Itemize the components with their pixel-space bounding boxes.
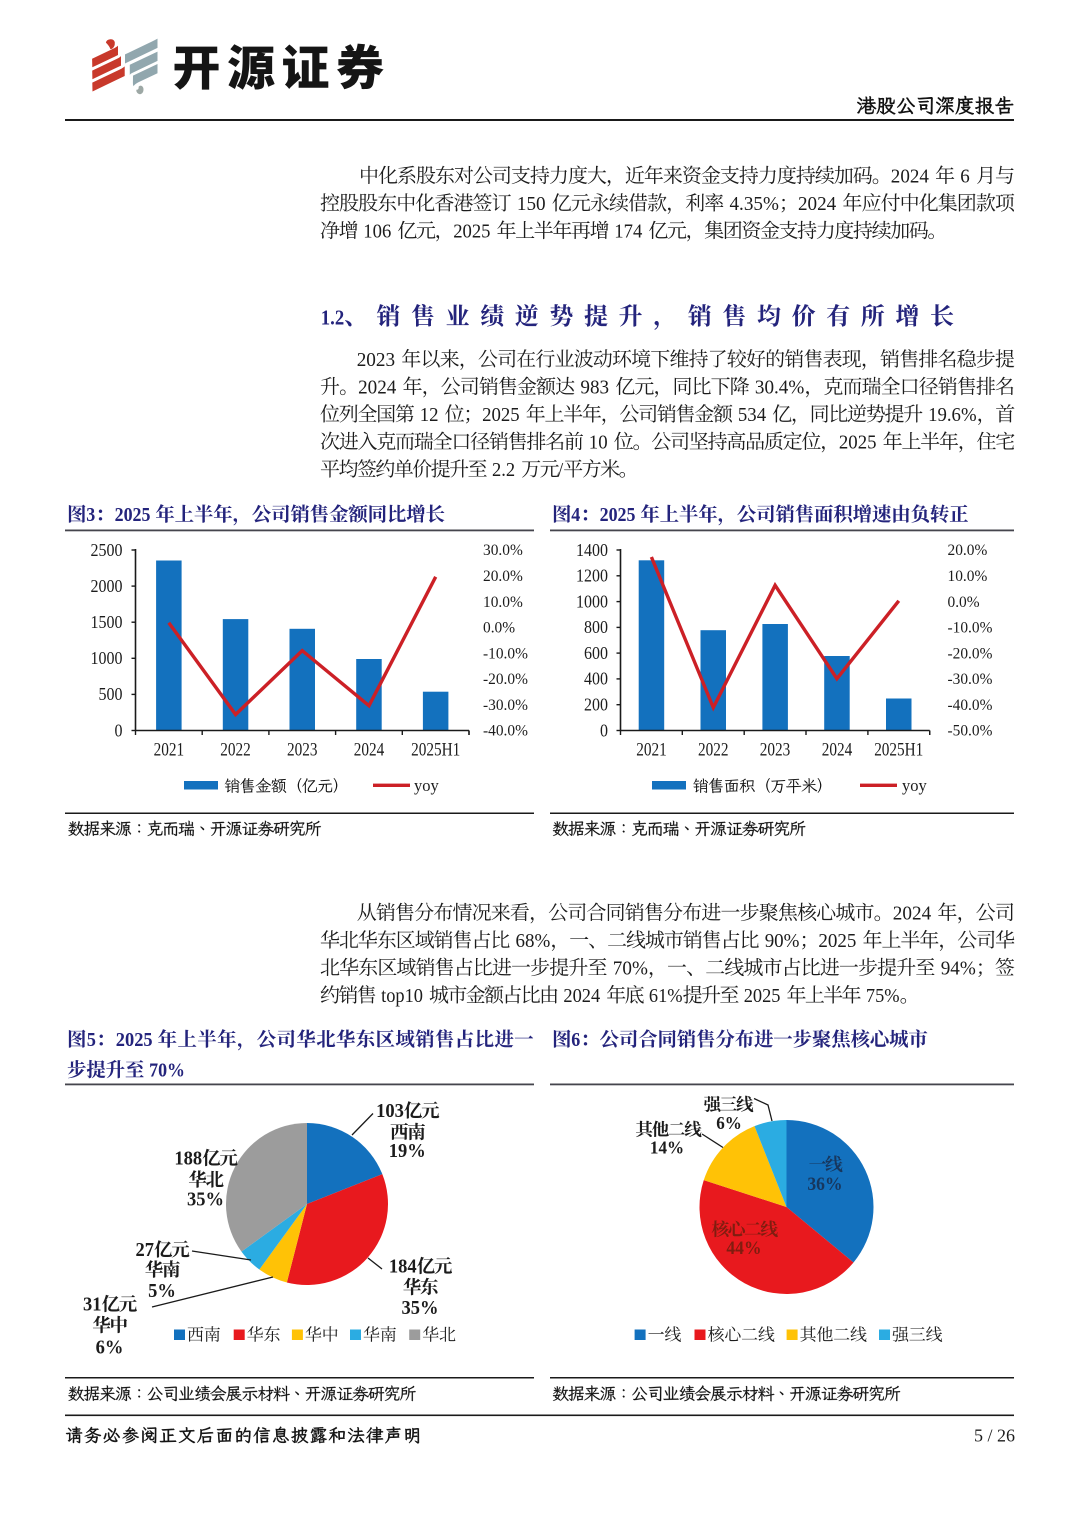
svg-text:2024: 2024 xyxy=(893,903,931,925)
svg-text:-50.0%: -50.0% xyxy=(948,723,993,740)
svg-text:983: 983 xyxy=(580,377,609,399)
svg-text:400: 400 xyxy=(584,669,608,689)
svg-text:2025H1: 2025H1 xyxy=(411,740,460,761)
svg-text:/: / xyxy=(988,1426,993,1446)
svg-text:20.0%: 20.0% xyxy=(483,568,523,585)
svg-text:2023: 2023 xyxy=(760,740,791,761)
svg-text:500: 500 xyxy=(99,684,123,704)
svg-text:106: 106 xyxy=(363,221,391,243)
svg-text:150: 150 xyxy=(517,193,546,215)
svg-text:-20.0%: -20.0% xyxy=(948,645,993,662)
svg-text:0.0%: 0.0% xyxy=(948,594,980,611)
svg-text:35%: 35% xyxy=(402,1298,439,1319)
svg-text:2024: 2024 xyxy=(891,166,929,188)
svg-text:2500: 2500 xyxy=(91,540,123,560)
svg-text:-20.0%: -20.0% xyxy=(483,671,528,688)
svg-text:6%: 6% xyxy=(96,1338,124,1359)
svg-text:/: / xyxy=(558,459,564,481)
svg-text:44%: 44% xyxy=(726,1239,761,1259)
svg-text:-30.0%: -30.0% xyxy=(948,671,993,688)
svg-text:1000: 1000 xyxy=(91,648,123,668)
svg-text:14%: 14% xyxy=(650,1138,684,1158)
svg-text:0.0%: 0.0% xyxy=(483,620,515,637)
svg-text:2023: 2023 xyxy=(357,349,395,371)
svg-text:2021: 2021 xyxy=(636,740,667,761)
svg-text:-10.0%: -10.0% xyxy=(948,620,993,637)
svg-text:94%: 94% xyxy=(941,958,976,980)
svg-text:2024: 2024 xyxy=(563,985,600,1007)
svg-text:36%: 36% xyxy=(807,1175,842,1195)
svg-text:1400: 1400 xyxy=(576,540,608,560)
svg-text:1.2: 1.2 xyxy=(321,306,344,330)
svg-text:2025: 2025 xyxy=(839,432,877,454)
svg-text:800: 800 xyxy=(584,617,608,637)
svg-text:2025: 2025 xyxy=(116,1030,153,1051)
svg-text:-40.0%: -40.0% xyxy=(948,697,993,714)
svg-text:2022: 2022 xyxy=(698,740,729,761)
svg-text:75%: 75% xyxy=(866,985,900,1007)
svg-text:35%: 35% xyxy=(187,1190,224,1211)
svg-text:19.6%: 19.6% xyxy=(928,404,977,426)
svg-text:-30.0%: -30.0% xyxy=(483,697,528,714)
svg-text:2025: 2025 xyxy=(115,505,151,526)
svg-text:19%: 19% xyxy=(389,1141,426,1162)
svg-text:2025: 2025 xyxy=(744,985,781,1007)
svg-text:174: 174 xyxy=(614,221,642,243)
svg-text:3: 3 xyxy=(86,505,95,526)
svg-text:0: 0 xyxy=(600,720,608,740)
svg-text:2024: 2024 xyxy=(358,377,396,399)
svg-text:30.4%: 30.4% xyxy=(755,377,804,399)
svg-text:184: 184 xyxy=(389,1257,417,1278)
svg-text:2025: 2025 xyxy=(482,404,520,426)
svg-text:188: 188 xyxy=(174,1149,202,1170)
svg-text:6: 6 xyxy=(571,1030,580,1051)
svg-text:70%: 70% xyxy=(149,1061,185,1082)
svg-text:1000: 1000 xyxy=(576,591,608,611)
svg-text:27: 27 xyxy=(136,1240,155,1261)
svg-text:12: 12 xyxy=(420,404,439,426)
svg-text:2025: 2025 xyxy=(600,505,636,526)
svg-text:2000: 2000 xyxy=(91,576,123,596)
svg-text:10.0%: 10.0% xyxy=(483,594,523,611)
svg-text:-40.0%: -40.0% xyxy=(483,723,528,740)
svg-text:2021: 2021 xyxy=(154,740,185,761)
svg-text:2025: 2025 xyxy=(818,930,856,952)
svg-text:103: 103 xyxy=(376,1101,404,1122)
svg-text:30.0%: 30.0% xyxy=(483,542,523,559)
svg-text:0: 0 xyxy=(115,720,123,740)
svg-text:5%: 5% xyxy=(148,1281,176,1302)
svg-text:68%: 68% xyxy=(516,930,551,952)
svg-text:yoy: yoy xyxy=(902,776,928,795)
svg-text:1200: 1200 xyxy=(576,566,608,586)
svg-text:2023: 2023 xyxy=(287,740,318,761)
svg-text:90%: 90% xyxy=(765,930,800,952)
svg-text:1500: 1500 xyxy=(91,612,123,632)
svg-text:70%: 70% xyxy=(613,958,648,980)
svg-text:26: 26 xyxy=(997,1426,1015,1446)
svg-text:-10.0%: -10.0% xyxy=(483,645,528,662)
svg-text:61%: 61% xyxy=(649,985,683,1007)
svg-text:5: 5 xyxy=(974,1426,983,1446)
svg-text:4: 4 xyxy=(571,505,580,526)
svg-text:200: 200 xyxy=(584,695,608,715)
svg-text:2024: 2024 xyxy=(822,740,853,761)
svg-text:6: 6 xyxy=(960,166,970,188)
svg-text:2024: 2024 xyxy=(354,740,385,761)
svg-text:4.35%: 4.35% xyxy=(730,193,779,215)
svg-text:2022: 2022 xyxy=(220,740,251,761)
svg-text:10.0%: 10.0% xyxy=(948,568,988,585)
svg-text:2025: 2025 xyxy=(453,221,490,243)
svg-text:600: 600 xyxy=(584,643,608,663)
svg-text:2025H1: 2025H1 xyxy=(874,740,923,761)
svg-text:top10: top10 xyxy=(381,985,423,1007)
svg-text:31: 31 xyxy=(83,1295,102,1316)
svg-text:5: 5 xyxy=(87,1030,96,1051)
svg-text:534: 534 xyxy=(738,404,766,426)
svg-text:2024: 2024 xyxy=(798,193,836,215)
svg-text:10: 10 xyxy=(589,432,608,454)
svg-text:yoy: yoy xyxy=(414,776,440,795)
svg-text:20.0%: 20.0% xyxy=(948,542,988,559)
svg-text:6%: 6% xyxy=(716,1113,742,1133)
svg-text:2.2: 2.2 xyxy=(492,459,515,481)
